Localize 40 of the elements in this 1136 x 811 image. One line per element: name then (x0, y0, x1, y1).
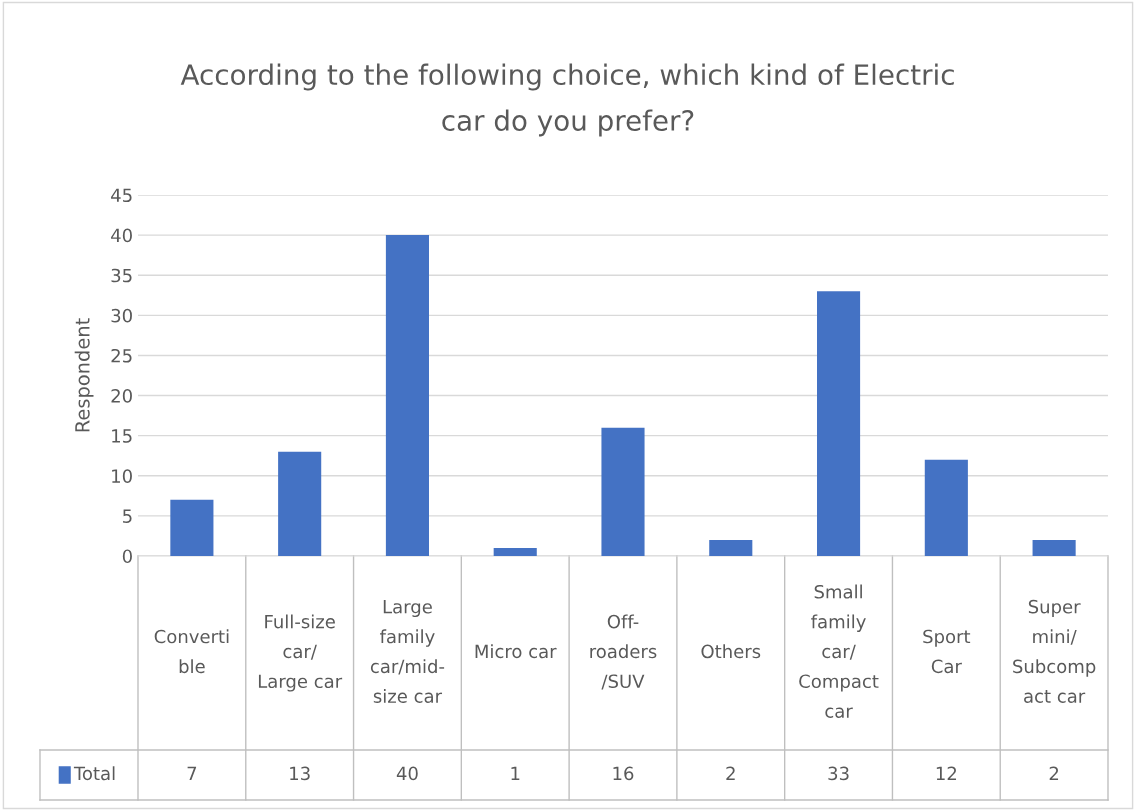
x-tick-label: Full-size car/ Large car (258, 614, 343, 692)
x-tick-label: Others (701, 644, 761, 659)
bar (817, 291, 861, 556)
bar (601, 427, 645, 556)
bar (709, 539, 753, 556)
bar (1032, 539, 1076, 556)
bar (278, 451, 322, 556)
data-label: 2 (726, 766, 735, 780)
data-label: 7 (187, 766, 197, 780)
y-tick-label: 15 (112, 429, 132, 443)
data-label: 33 (828, 766, 849, 781)
bar (493, 547, 537, 556)
bar (170, 499, 214, 556)
bar (924, 459, 968, 556)
y-tick-label: 20 (111, 389, 132, 403)
y-tick-label: 0 (122, 549, 132, 564)
x-tick-label: Sport Car (923, 629, 971, 674)
data-label: 13 (290, 766, 310, 781)
x-tick-label: Large family car/mid- size car (370, 600, 445, 703)
data-label: 1 (511, 766, 520, 780)
chart-title: According to the following choice, which kind of Electric car do you prefer? (180, 63, 954, 137)
data-label: 12 (936, 766, 957, 780)
y-tick-label: 10 (112, 469, 132, 483)
y-tick-label: 30 (111, 308, 132, 323)
bar (385, 235, 429, 556)
y-tick-label: 25 (111, 348, 132, 363)
data-label: 40 (396, 766, 418, 781)
y-tick-label: 35 (111, 268, 132, 283)
y-tick-label: 40 (111, 228, 132, 243)
y-tick-label: 5 (123, 509, 132, 524)
data-label: 16 (613, 766, 634, 781)
data-label: 2 (1049, 766, 1059, 780)
y-tick-label: 45 (111, 188, 132, 203)
y-axis-title: Respondent (74, 318, 94, 432)
x-tick-label: Small family car/ Compact car (799, 584, 879, 718)
x-tick-label: Micro car (475, 644, 557, 659)
x-tick-label: Super mini/ Subcomp act car (1013, 599, 1096, 703)
x-tick-label: Off- roaders /SUV (590, 614, 657, 690)
x-tick-label: Converti ble (154, 629, 229, 674)
legend-label: Total (73, 766, 115, 781)
